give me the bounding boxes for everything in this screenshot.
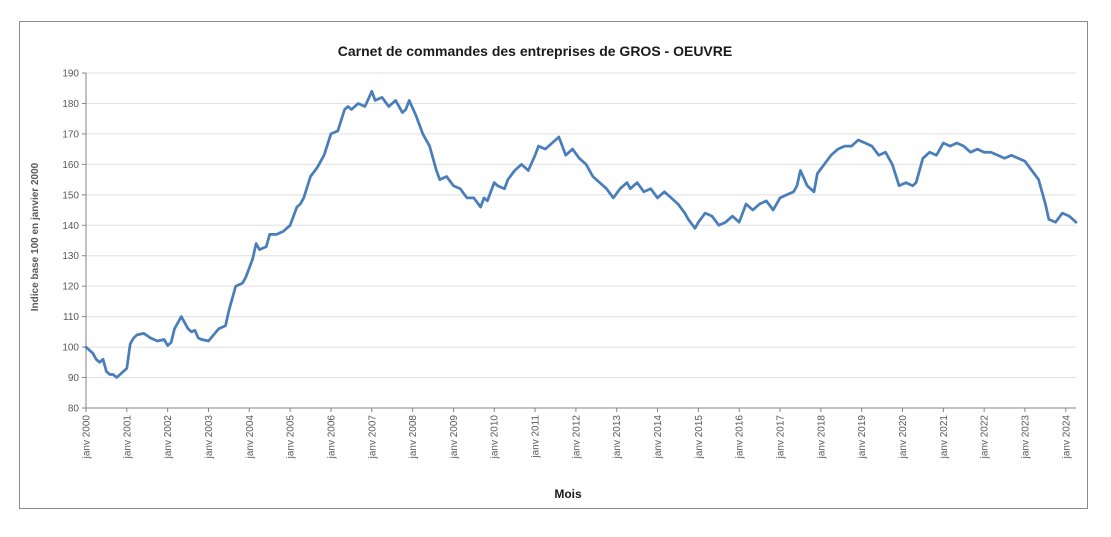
y-tick-label: 190 [62, 69, 79, 80]
x-tick-label: janv 2011 [531, 415, 542, 459]
x-tick-label: janv 2020 [898, 415, 909, 460]
x-tick-label: janv 2010 [490, 415, 501, 460]
x-tick-label: janv 2014 [653, 415, 664, 460]
x-tick-label: janv 2000 [82, 415, 93, 460]
x-tick-label: janv 2016 [735, 415, 746, 460]
x-tick-label: janv 2003 [204, 415, 215, 460]
x-tick-label: janv 2023 [1020, 415, 1031, 460]
y-tick-label: 150 [62, 190, 79, 201]
x-tick-label: janv 2018 [816, 415, 827, 460]
x-tick-label: janv 2008 [408, 415, 419, 460]
x-axis-label: Mois [554, 487, 582, 501]
x-tick-label: janv 2001 [122, 415, 133, 460]
x-tick-label: janv 2017 [776, 415, 787, 460]
x-tick-label: janv 2007 [367, 415, 378, 460]
x-tick-label: janv 2009 [449, 415, 460, 460]
y-tick-label: 180 [62, 99, 79, 110]
x-tick-label: janv 2012 [571, 415, 582, 460]
y-tick-label: 130 [62, 251, 79, 262]
x-tick-label: janv 2002 [163, 415, 174, 460]
x-tick-label: janv 2019 [857, 415, 868, 460]
y-tick-label: 140 [62, 221, 79, 232]
x-tick-label: janv 2004 [245, 415, 256, 460]
y-axis-label: Indice base 100 en janvier 2000 [30, 162, 41, 311]
y-tick-label: 100 [62, 343, 79, 354]
line-chart: Carnet de commandes des entreprises de G… [30, 43, 1078, 501]
series-line [84, 89, 1078, 379]
x-tick-label: janv 2013 [612, 415, 623, 460]
y-tick-label: 110 [63, 312, 79, 323]
chart-title: Carnet de commandes des entreprises de G… [338, 43, 732, 59]
series-layer [84, 89, 1078, 379]
y-tick-label: 80 [68, 404, 80, 415]
y-tick-label: 120 [62, 282, 79, 293]
y-tick-label: 160 [62, 160, 79, 171]
y-tick-labels: 80 90 100 110 120 130 140 150 160 170 180 190 [62, 69, 79, 415]
x-tick-label: janv 2015 [694, 415, 705, 460]
axes [82, 72, 1076, 409]
gridlines [86, 72, 1076, 379]
x-tick-labels: janv 2000 janv 2001 janv 2002 janv 2003 janv… [82, 408, 1072, 460]
chart-frame: Carnet de commandes des entreprises de G… [19, 21, 1088, 509]
x-tick-label: janv 2022 [980, 415, 991, 460]
x-tick-label: janv 2006 [326, 415, 337, 460]
x-tick-label: janv 2024 [1061, 415, 1072, 460]
x-tick-label: janv 2021 [939, 415, 950, 460]
y-tick-label: 170 [62, 129, 79, 140]
x-tick-label: janv 2005 [286, 415, 297, 460]
y-tick-label: 90 [68, 373, 80, 384]
